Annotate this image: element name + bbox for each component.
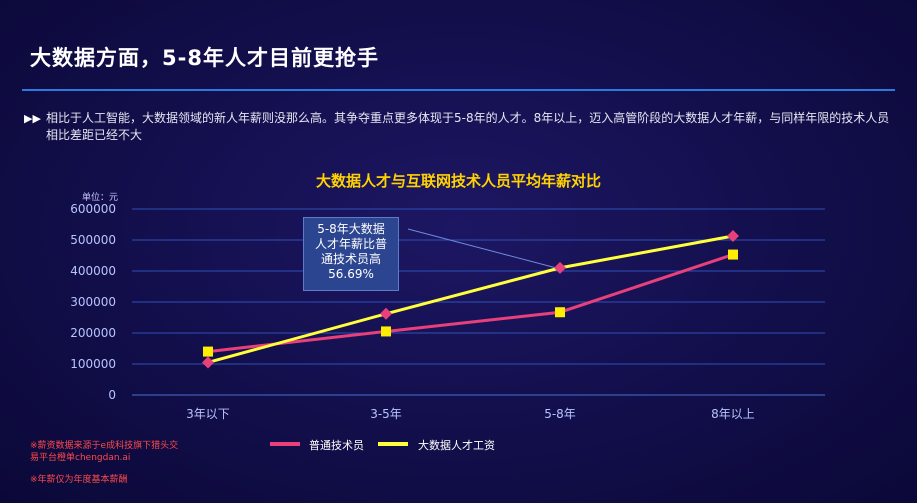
series-2-point-3	[727, 229, 739, 242]
annotation-line-1: 5-8年大数据	[317, 222, 385, 236]
series-line-1	[207, 253, 734, 354]
footnote-salary-note: ※年薪仅为年度基本薪酬	[30, 475, 128, 485]
series-line-2	[207, 234, 734, 364]
footnote-source-line-2: 易平台橙单chengdan.ai	[30, 453, 131, 463]
y-tick-label-300000: 300000	[70, 295, 116, 309]
bullet-paragraph: ▶▶ 相比于人工智能，大数据领域的新人年薪则没那么高。其争夺重点更多体现于5-8…	[24, 110, 894, 144]
series-2-point-1	[380, 307, 392, 320]
y-tick-label-600000: 600000	[70, 202, 116, 216]
page-title: 大数据方面，5-8年人才目前更抢手	[30, 46, 379, 70]
chart-title: 大数据人才与互联网技术人员平均年薪对比	[315, 172, 601, 190]
series-1-point-1	[381, 326, 391, 337]
y-tick-label-200000: 200000	[70, 326, 116, 340]
series-1-point-0	[203, 346, 213, 357]
legend-label-series-1: 普通技术员	[309, 439, 364, 452]
annotation-line-2: 人才年薪比普	[314, 237, 387, 251]
legend-label-series-2: 大数据人才工资	[418, 439, 495, 452]
series-1-point-2	[555, 307, 565, 318]
double-arrow-icon: ▶▶	[24, 112, 41, 125]
title-divider	[22, 89, 895, 91]
y-tick-label-400000: 400000	[70, 264, 116, 278]
x-tick-label-1: 3-5年	[370, 407, 402, 421]
annotation-leader-line	[407, 228, 557, 269]
y-tick-label-0: 0	[108, 388, 116, 402]
x-tick-label-0: 3年以下	[186, 407, 230, 421]
x-tick-label-2: 5-8年	[544, 407, 576, 421]
legend-swatch-series-2	[378, 442, 408, 446]
y-tick-label-100000: 100000	[70, 357, 116, 371]
bullet-text: 相比于人工智能，大数据领域的新人年薪则没那么高。其争夺重点更多体现于5-8年的人…	[46, 111, 890, 142]
series-2-point-2	[554, 261, 566, 274]
y-tick-label-500000: 500000	[70, 233, 116, 247]
unit-label: 单位：元	[82, 193, 119, 203]
footnote-source-line-1: ※薪资数据来源于e成科技旗下猎头交	[30, 441, 179, 451]
annotation-callout: 5-8年大数据 人才年薪比普 通技术员高 56.69%	[303, 217, 399, 291]
series-1-point-3	[728, 249, 738, 260]
annotation-line-4: 56.69%	[328, 267, 374, 281]
series-2-point-0	[202, 356, 214, 369]
legend-swatch-series-1	[270, 442, 300, 446]
x-tick-label-3: 8年以上	[711, 407, 755, 421]
annotation-line-3: 通技术员高	[320, 252, 381, 266]
